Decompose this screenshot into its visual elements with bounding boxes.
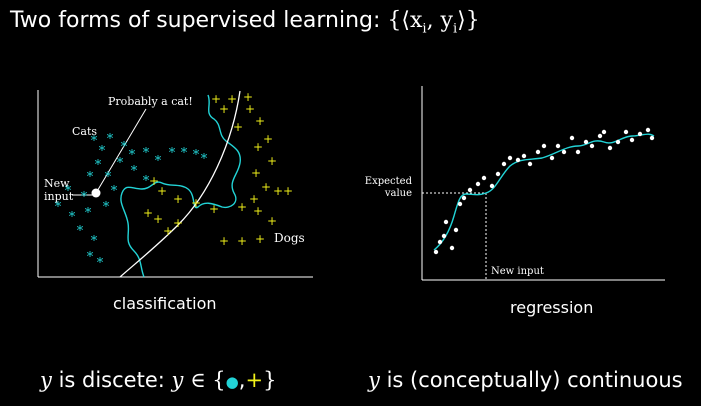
set-comma: , xyxy=(238,368,246,392)
svg-text:+: + xyxy=(245,102,255,116)
svg-text:*: * xyxy=(105,170,112,185)
new-input-label: New input xyxy=(491,266,544,277)
svg-text:+: + xyxy=(173,192,183,206)
svg-text:+: + xyxy=(191,196,201,210)
regression-plot: Expected value New input xyxy=(365,86,665,281)
svg-text:+: + xyxy=(209,202,219,216)
svg-text:+: + xyxy=(267,154,277,168)
new-input-point xyxy=(91,188,101,198)
svg-text:*: * xyxy=(87,170,94,185)
title-math: {⟨xi, yi⟩} xyxy=(387,8,480,37)
discrete-text: is discete: xyxy=(58,368,165,392)
decision-boundary xyxy=(120,94,241,278)
new-label: New xyxy=(44,177,70,190)
title-text: Two forms of supervised learning: xyxy=(10,8,381,33)
regression-curve xyxy=(433,133,655,251)
svg-text:*: * xyxy=(87,250,94,265)
svg-text:+: + xyxy=(267,214,277,228)
svg-text:*: * xyxy=(107,132,114,147)
svg-text:+: + xyxy=(249,192,259,206)
classification-caption: classification xyxy=(113,294,217,313)
expected-label: Expected xyxy=(365,176,413,187)
svg-text:*: * xyxy=(55,200,62,215)
slide-title: Two forms of supervised learning: {⟨xi, … xyxy=(10,8,480,36)
svg-text:+: + xyxy=(251,166,261,180)
cat-points: * * * * * * * * * * * * * * * * * * * * … xyxy=(55,132,208,271)
svg-text:*: * xyxy=(155,154,162,169)
svg-text:+: + xyxy=(253,204,263,218)
regression-caption: regression xyxy=(510,298,594,317)
set-open: ∈ { xyxy=(190,368,226,392)
dog-points: + + + + + + + + + + + + + + + + + + + + … xyxy=(143,90,293,248)
svg-text:+: + xyxy=(243,90,253,104)
y-var: y xyxy=(40,368,52,392)
regression-points xyxy=(433,127,655,255)
svg-text:+: + xyxy=(233,120,243,134)
svg-text:+: + xyxy=(173,216,183,230)
bottom-right-statement: y is (conceptually) continuous xyxy=(368,368,683,392)
svg-text:+: + xyxy=(253,140,263,154)
separator-line xyxy=(119,90,241,278)
y-var-2: y xyxy=(171,368,184,392)
svg-text:+: + xyxy=(237,234,247,248)
probably-cat-pointer xyxy=(95,108,147,194)
svg-text:+: + xyxy=(273,184,283,198)
svg-text:+: + xyxy=(143,206,153,220)
svg-text:+: + xyxy=(211,92,221,106)
svg-text:+: + xyxy=(255,114,265,128)
svg-text:*: * xyxy=(85,206,92,221)
cats-label: Cats xyxy=(72,125,97,138)
probably-cat-label: Probably a cat! xyxy=(108,95,193,108)
y-var-3: y xyxy=(368,368,380,392)
svg-text:*: * xyxy=(77,224,84,239)
classification-plot: Probably a cat! Cats New input Dogs * * … xyxy=(37,90,313,278)
svg-text:*: * xyxy=(97,256,104,271)
svg-text:*: * xyxy=(103,200,110,215)
svg-text:*: * xyxy=(143,174,150,189)
svg-text:*: * xyxy=(111,184,118,199)
svg-text:*: * xyxy=(91,234,98,249)
value-label: value xyxy=(384,188,412,199)
svg-text:*: * xyxy=(169,146,176,161)
svg-text:+: + xyxy=(157,184,167,198)
svg-text:*: * xyxy=(181,146,188,161)
svg-text:*: * xyxy=(121,140,128,155)
svg-text:+: + xyxy=(261,180,271,194)
svg-text:+: + xyxy=(153,212,163,226)
svg-text:+: + xyxy=(219,234,229,248)
svg-text:*: * xyxy=(193,148,200,163)
svg-text:+: + xyxy=(149,174,159,188)
continuous-text: is (conceptually) continuous xyxy=(386,368,683,392)
svg-text:*: * xyxy=(117,156,124,171)
svg-text:*: * xyxy=(81,190,88,205)
svg-text:*: * xyxy=(95,158,102,173)
svg-text:*: * xyxy=(99,144,106,159)
svg-text:*: * xyxy=(69,210,76,225)
set-close: } xyxy=(263,368,277,392)
svg-text:+: + xyxy=(219,102,229,116)
svg-text:+: + xyxy=(227,92,237,106)
svg-text:+: + xyxy=(255,232,265,246)
svg-text:+: + xyxy=(237,200,247,214)
svg-text:+: + xyxy=(283,184,293,198)
input-label: input xyxy=(44,190,74,203)
svg-text:+: + xyxy=(263,132,273,146)
svg-text:*: * xyxy=(143,146,150,161)
svg-text:*: * xyxy=(131,164,138,179)
dog-plus-symbol: + xyxy=(245,368,264,392)
svg-text:*: * xyxy=(201,152,208,167)
svg-text:*: * xyxy=(65,184,72,199)
cat-dot-symbol: ● xyxy=(225,373,239,391)
svg-text:*: * xyxy=(129,148,136,163)
bottom-left-statement: y is discete: y ∈ {●,+} xyxy=(40,368,276,392)
dogs-label: Dogs xyxy=(274,231,305,245)
svg-text:*: * xyxy=(91,134,98,149)
svg-text:+: + xyxy=(163,224,173,238)
